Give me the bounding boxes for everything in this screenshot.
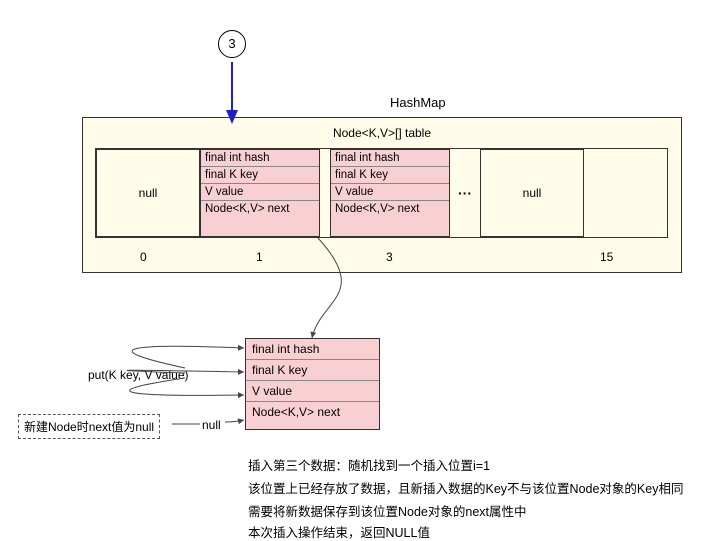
index-0: 0 — [140, 250, 147, 264]
node-field-hash: final int hash — [331, 150, 449, 167]
dashed-note: 新建Node时next值为null — [18, 414, 160, 439]
step-number: 3 — [228, 36, 235, 51]
desc-line-4: 本次插入操作结束，返回NULL值 — [248, 522, 430, 541]
slot-0-null: null — [96, 149, 200, 237]
slot-0-text: null — [139, 186, 158, 200]
slot-15-null: null — [480, 149, 584, 237]
node-field-key: final K key — [331, 167, 449, 184]
index-15: 15 — [600, 250, 613, 264]
slot-3-node: final int hash final K key V value Node<… — [330, 149, 450, 237]
step-circle: 3 — [218, 30, 246, 58]
slot-15-text: null — [523, 186, 542, 200]
put-label: put(K key, V value) — [88, 368, 189, 382]
desc-line-3: 需要将新数据保存到该位置Node对象的next属性中 — [248, 501, 527, 520]
node-field-hash: final int hash — [201, 150, 319, 167]
slot-1-node: final int hash final K key V value Node<… — [200, 149, 320, 237]
node-field-next: Node<K,V> next — [201, 201, 319, 217]
hashmap-title: HashMap — [390, 95, 446, 110]
null-text: null — [202, 418, 221, 432]
node-field-key: final K key — [201, 167, 319, 184]
new-node-key: final K key — [246, 360, 379, 381]
desc-line-2: 该位置上已经存放了数据，且新插入数据的Key不与该位置Node对象的Key相同 — [248, 478, 683, 497]
index-1: 1 — [256, 250, 263, 264]
ellipsis: ··· — [450, 149, 480, 237]
new-node: final int hash final K key V value Node<… — [245, 338, 380, 430]
table-array: null final int hash final K key V value … — [95, 148, 668, 238]
new-node-value: V value — [246, 381, 379, 402]
desc-line-1: 插入第三个数据：随机找到一个插入位置i=1 — [248, 455, 490, 474]
index-3: 3 — [386, 250, 393, 264]
node-field-value: V value — [201, 184, 319, 201]
node-field-next: Node<K,V> next — [331, 201, 449, 217]
new-node-hash: final int hash — [246, 339, 379, 360]
node-field-value: V value — [331, 184, 449, 201]
new-node-next: Node<K,V> next — [246, 402, 379, 422]
gap — [320, 149, 330, 237]
table-title: Node<K,V>[] table — [83, 126, 681, 140]
